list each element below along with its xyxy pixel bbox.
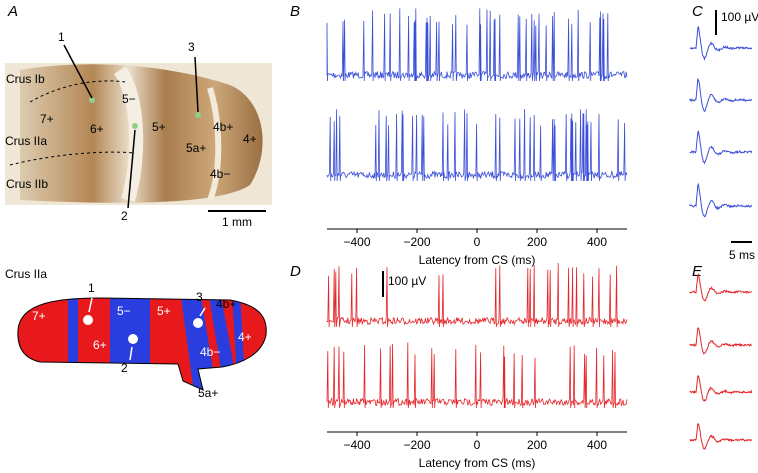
panel-label: E xyxy=(692,263,703,280)
zone-label: 4+ xyxy=(238,330,252,344)
panel-label: C xyxy=(692,3,703,20)
region-label: Crus IIa xyxy=(5,134,47,148)
waveform xyxy=(689,182,753,218)
site-label: 3 xyxy=(196,290,203,304)
x-tick-label: 0 xyxy=(474,235,481,249)
scale-label: 100 µV xyxy=(721,10,758,24)
x-tick-label: 0 xyxy=(474,438,481,452)
site-label: 3 xyxy=(188,40,195,54)
x-tick-label: −200 xyxy=(403,438,430,452)
waveform xyxy=(689,130,753,165)
site-label: 1 xyxy=(88,281,95,295)
x-tick-label: 400 xyxy=(587,438,607,452)
waveform xyxy=(689,77,753,112)
zone-label: 4b− xyxy=(210,167,230,181)
spike-trace xyxy=(326,342,628,409)
x-axis-label: Latency from CS (ms) xyxy=(419,456,536,470)
zone-label: 4b− xyxy=(200,345,220,359)
scale-label: 1 mm xyxy=(222,215,252,229)
x-tick-label: 400 xyxy=(587,235,607,249)
zone-label: 6+ xyxy=(93,338,107,352)
zone-label: 5a+ xyxy=(186,141,206,155)
waveform xyxy=(689,327,752,355)
spike-trace xyxy=(326,263,628,328)
tissue-photo xyxy=(5,44,272,212)
zone-label: 6+ xyxy=(90,122,104,136)
site-label: 1 xyxy=(58,30,65,44)
map-outline xyxy=(17,297,267,391)
x-tick-label: −400 xyxy=(343,235,370,249)
spike-trace xyxy=(326,108,628,182)
panel-label: D xyxy=(290,263,301,280)
waveform xyxy=(689,273,752,302)
scale-label: 100 µV xyxy=(388,274,426,288)
x-tick-label: 200 xyxy=(527,438,547,452)
site-label: 2 xyxy=(121,361,128,375)
zone-label: 4b+ xyxy=(216,297,236,311)
zone-label: 5− xyxy=(117,304,131,318)
zone-label: 7+ xyxy=(40,112,54,126)
spike-trace xyxy=(326,8,628,82)
zone-label: 4b+ xyxy=(213,120,233,134)
region-label: Crus IIb xyxy=(6,177,48,191)
map-sites xyxy=(83,297,206,361)
zone-label: 5a+ xyxy=(198,386,218,400)
panel-label: A xyxy=(7,3,18,20)
x-tick-label: −200 xyxy=(403,235,430,249)
region-label: Crus Ib xyxy=(6,72,45,86)
scale-label: 5 ms xyxy=(729,248,755,262)
waveform xyxy=(689,375,753,402)
zone-label: 7+ xyxy=(32,309,46,323)
zone-label: 5+ xyxy=(157,304,171,318)
zone-label: 5+ xyxy=(152,120,166,134)
x-tick-label: 200 xyxy=(527,235,547,249)
map-title: Crus IIa xyxy=(5,267,47,281)
x-tick-label: −400 xyxy=(343,438,370,452)
site-label: 2 xyxy=(121,209,128,223)
zone-map xyxy=(17,298,267,390)
panel-label: B xyxy=(290,3,300,20)
zone-label: 5− xyxy=(122,92,136,106)
waveform xyxy=(689,423,753,450)
zone-label: 4+ xyxy=(243,132,257,146)
waveform xyxy=(689,26,753,61)
x-axis-label: Latency from CS (ms) xyxy=(419,253,536,267)
